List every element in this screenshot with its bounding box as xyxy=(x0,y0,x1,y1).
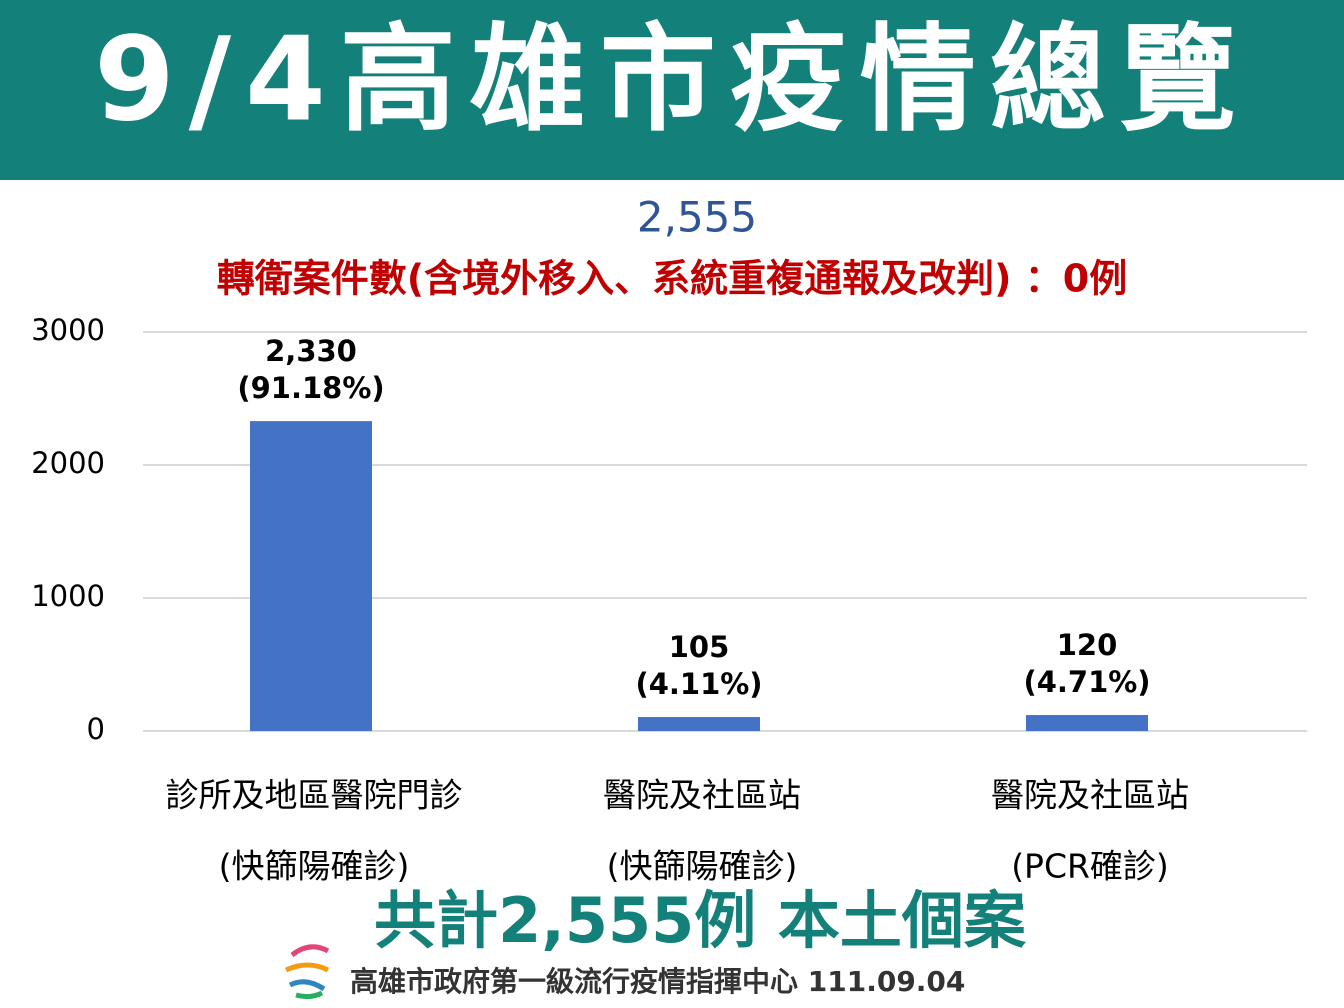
x-tick-label: 診所及地區醫院門診 xyxy=(166,776,463,815)
chart-subtitle: 轉衛案件數(含境外移入、系統重複通報及改判) ：0例 xyxy=(217,257,1127,301)
percent-label: (91.18%) xyxy=(237,371,384,405)
y-tick-label: 3000 xyxy=(31,313,105,347)
value-label: 105 xyxy=(669,630,730,664)
x-tick-label: (快篩陽確診) xyxy=(607,847,798,886)
y-tick-label: 2000 xyxy=(31,446,105,480)
value-label: 120 xyxy=(1057,628,1118,662)
y-tick-label: 0 xyxy=(87,712,105,746)
chart-title: 2,555 xyxy=(637,193,757,242)
value-label: 2,330 xyxy=(265,334,357,368)
bar xyxy=(1026,715,1148,731)
x-tick-label: (快篩陽確診) xyxy=(219,847,410,886)
header-banner xyxy=(0,0,1344,180)
header-title: 9/4高雄市疫情總覽 xyxy=(94,13,1250,148)
bar xyxy=(638,717,760,731)
percent-label: (4.11%) xyxy=(635,667,762,701)
logo xyxy=(284,944,330,1000)
summary: 共計2,555例 本土個案 xyxy=(374,884,1027,957)
x-tick-label: (PCR確診) xyxy=(1011,847,1169,886)
bar xyxy=(250,421,372,731)
y-tick-label: 1000 xyxy=(31,579,105,613)
x-tick-label: 醫院及社區站 xyxy=(991,776,1189,815)
x-tick-label: 醫院及社區站 xyxy=(603,776,801,815)
credit: 高雄市政府第一級流行疫情指揮中心 111.09.04 xyxy=(350,965,965,998)
percent-label: (4.71%) xyxy=(1023,665,1150,699)
